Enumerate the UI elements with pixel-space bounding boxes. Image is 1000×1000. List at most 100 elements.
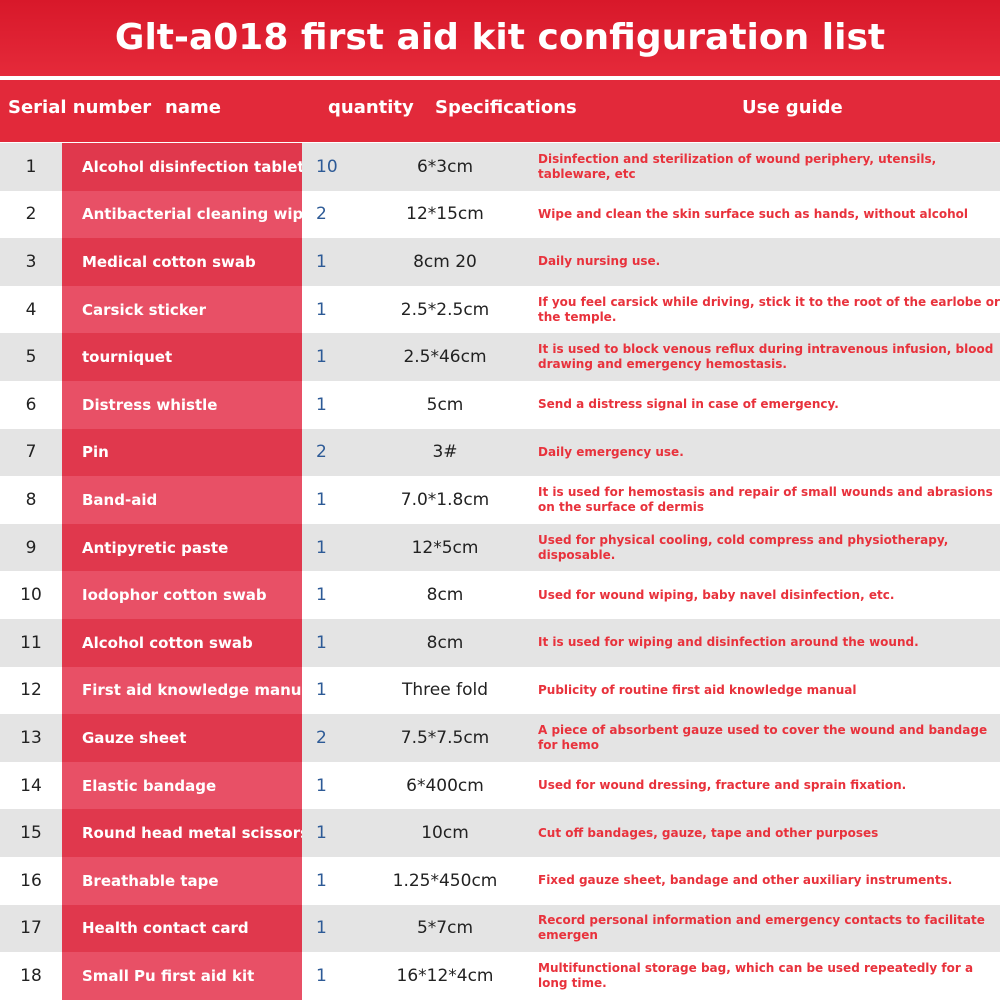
specification: 7.5*7.5cm [400,727,490,748]
table-row: 9 Antipyretic paste 1 12*5cm Used for physic… [0,523,1000,572]
item-name: First aid knowledge manual [62,666,302,715]
specification: 3# [432,442,458,463]
specification: 2.5*46cm [403,347,487,368]
specification: 8cm [426,585,464,606]
table-row: 1 Alcohol disinfection tablet 10 6*3cm Disin… [0,143,1000,191]
use-guide: Send a distress signal in case of emerge… [538,397,839,412]
quantity: 1 [316,823,327,844]
quantity: 1 [316,299,327,320]
table-row: 12 First aid knowledge manual 1 Three fold P… [0,666,1000,715]
quantity: 1 [316,870,327,891]
specification: 6*400cm [406,775,484,796]
serial-number: 15 [20,823,42,844]
table-row: 14 Elastic bandage 1 6*400cm Used for wound … [0,761,1000,810]
quantity: 1 [316,775,327,796]
quantity: 1 [316,965,327,986]
item-name: Health contact card [62,904,302,953]
use-guide: Used for wound wiping, baby navel disinf… [538,587,895,602]
table-row: 4 Carsick sticker 1 2.5*2.5cm If you feel ca… [0,285,1000,334]
quantity: 1 [316,632,327,653]
table-row: 5 tourniquet 1 2.5*46cm It is used to block … [0,333,1000,381]
serial-number: 12 [20,680,42,701]
serial-number: 4 [25,299,37,320]
serial-number: 3 [25,251,37,272]
specification: 5*7cm [416,918,474,939]
item-name: Iodophor cotton swab [62,571,302,619]
item-name: Carsick sticker [62,285,302,334]
serial-number: 5 [25,347,37,368]
use-guide: Cut off bandages, gauze, tape and other … [538,825,879,840]
serial-number: 9 [25,537,37,558]
table-row: 13 Gauze sheet 2 7.5*7.5cm A piece of absorb… [0,714,1000,762]
serial-number: 2 [25,204,37,225]
specification: 2.5*2.5cm [400,299,490,320]
title: Glt-a018 first aid kit configuration lis… [0,0,1000,76]
column-header: name [165,97,221,118]
serial-number: 6 [25,394,37,415]
specification: 1.25*450cm [392,870,498,891]
use-guide: It is used for hemostasis and repair of … [538,484,993,514]
quantity: 10 [316,156,338,177]
quantity: 1 [316,489,327,510]
use-guide: Fixed gauze sheet, bandage and other aux… [538,873,953,888]
item-name: Band-aid [62,476,302,524]
use-guide: A piece of absorbent gauze used to cover… [538,722,988,752]
table-row: 3 Medical cotton swab 1 8cm 20 Daily nursing… [0,238,1000,286]
serial-number: 1 [25,156,37,177]
item-name: Alcohol disinfection tablet [62,143,302,191]
item-name: Round head metal scissors [62,809,302,857]
quantity: 1 [316,680,327,701]
serial-number: 13 [20,727,42,748]
column-header: Use guide [742,97,843,118]
table-row: 15 Round head metal scissors 1 10cm Cut off … [0,809,1000,857]
use-guide: Wipe and clean the skin surface such as … [538,206,968,221]
quantity: 1 [316,585,327,606]
item-name: Antibacterial cleaning wipes [62,190,302,239]
use-guide: Daily nursing use. [538,254,661,269]
quantity: 2 [316,727,327,748]
use-guide: Multifunctional storage bag, which can b… [538,960,974,990]
quantity: 1 [316,251,327,272]
use-guide: It is used for wiping and disinfection a… [538,635,919,650]
table-row: 8 Band-aid 1 7.0*1.8cm It is used for hemost… [0,476,1000,524]
column-header: Specifications [435,97,577,118]
use-guide: If you feel carsick while driving, stick… [538,294,1000,324]
item-name: Breathable tape [62,857,302,905]
specification: 12*5cm [411,537,479,558]
column-header: quantity [328,97,414,118]
table-row: 6 Distress whistle 1 5cm Send a distress sig… [0,381,1000,429]
quantity: 1 [316,537,327,558]
specification: 8cm [426,632,464,653]
item-name: Distress whistle [62,381,302,429]
column-header: Serial number [8,97,152,118]
quantity: 2 [316,204,327,225]
item-name: Small Pu first aid kit [62,952,302,1000]
serial-number: 17 [20,918,42,939]
use-guide: Daily emergency use. [538,444,684,459]
use-guide: Publicity of routine first aid knowledge… [538,682,857,697]
specification: 10cm [421,823,469,844]
table-row: 16 Breathable tape 1 1.25*450cm Fixed gauze … [0,857,1000,905]
quantity: 1 [316,918,327,939]
serial-number: 18 [20,965,42,986]
serial-number: 14 [20,775,42,796]
serial-number: 7 [25,442,37,463]
specification: 5cm [426,394,464,415]
item-name: Antipyretic paste [62,523,302,572]
table-row: 11 Alcohol cotton swab 1 8cm It is used for … [0,619,1000,667]
specification: 16*12*4cm [396,965,494,986]
table-row: 10 Iodophor cotton swab 1 8cm Used for wound… [0,571,1000,619]
specification: Three fold [402,680,488,701]
use-guide: Used for physical cooling, cold compress… [538,532,949,562]
quantity: 1 [316,394,327,415]
table-row: 7 Pin 2 3# Daily emergency use. [0,428,1000,477]
serial-number: 8 [25,489,37,510]
specification: 7.0*1.8cm [400,489,490,510]
use-guide: Disinfection and sterilization of wound … [538,151,937,181]
use-guide: Used for wound dressing, fracture and sp… [538,778,907,793]
use-guide: Record personal information and emergenc… [538,913,985,943]
serial-number: 11 [20,632,42,653]
table-row: 18 Small Pu first aid kit 1 16*12*4cm Multif… [0,952,1000,1000]
quantity: 1 [316,347,327,368]
